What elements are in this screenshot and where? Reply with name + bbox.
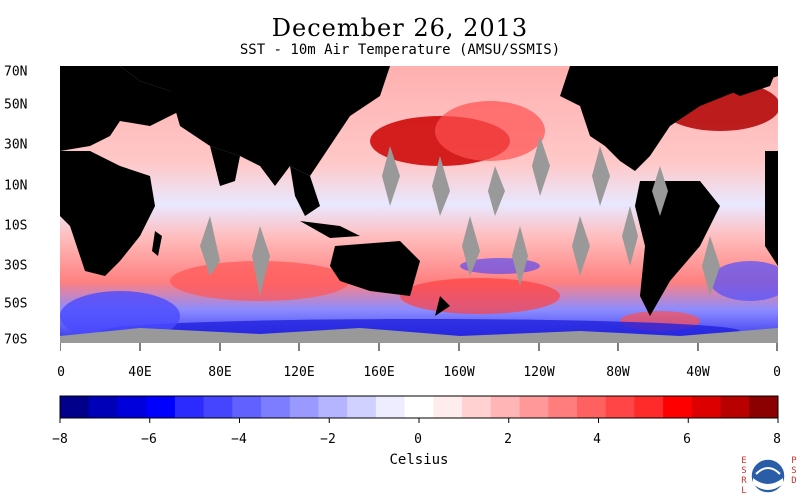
noaa-logo-icon <box>750 458 786 494</box>
cbar-label-neg8: −8 <box>52 432 68 447</box>
colorbar-swatch <box>462 396 492 418</box>
colorbar-swatch <box>174 396 205 418</box>
sst-anomaly-map <box>60 66 778 343</box>
esrl-label: ESRL <box>739 456 749 496</box>
cbar-label-2: 2 <box>504 432 512 447</box>
colorbar-swatch <box>261 396 291 418</box>
lat-label-50n: 50N <box>4 97 28 113</box>
map-svg <box>60 66 778 343</box>
colorbar-swatch <box>404 396 434 418</box>
lon-label-0: 0 <box>57 365 65 380</box>
lon-label-80e: 80E <box>208 365 232 380</box>
cbar-label-6: 6 <box>683 432 691 447</box>
colorbar <box>59 395 779 423</box>
lon-label-80w: 80W <box>606 365 630 380</box>
colorbar-swatch <box>203 396 233 418</box>
colorbar-swatch <box>375 396 406 418</box>
colorbar-swatch <box>691 396 722 418</box>
cbar-label-0: 0 <box>414 432 422 447</box>
lat-label-30n: 30N <box>4 137 28 153</box>
lon-label-40e: 40E <box>128 365 152 380</box>
map-title: December 26, 2013 <box>271 14 529 42</box>
europe-land <box>60 66 180 151</box>
antarctic-missing-data <box>60 328 778 343</box>
esrl-text: ESRL <box>738 456 749 500</box>
lat-label-70s: 70S <box>4 332 28 348</box>
colorbar-swatch <box>232 396 262 418</box>
colorbar-swatch <box>490 396 521 418</box>
colorbar-swatch <box>318 396 348 418</box>
colorbar-swatch <box>117 396 147 418</box>
lon-label-160w: 160W <box>443 365 475 380</box>
map-subtitle: SST - 10m Air Temperature (AMSU/SSMIS) <box>239 42 561 58</box>
colorbar-swatch <box>289 396 319 418</box>
africa-land <box>60 151 155 276</box>
colorbar-swatch <box>749 396 779 418</box>
colorbar-swatch <box>60 396 90 418</box>
asia-land <box>120 66 390 186</box>
psd-text: PSD <box>788 456 799 490</box>
indonesia-land <box>300 221 360 238</box>
cbar-label-neg6: −6 <box>141 432 157 447</box>
colorbar-swatch <box>347 396 377 418</box>
colorbar-unit-label: Celsius <box>389 452 449 468</box>
cbar-label-neg2: −2 <box>320 432 336 447</box>
lon-label-40w: 40W <box>686 365 710 380</box>
lat-label-10s: 10S <box>4 218 28 234</box>
lon-label-160e: 160E <box>363 365 395 380</box>
australia-land <box>330 241 420 296</box>
lon-label-0-end: 0 <box>773 365 781 380</box>
colorbar-swatch <box>88 396 118 418</box>
colorbar-swatch <box>519 396 549 418</box>
cbar-label-neg4: −4 <box>231 432 247 447</box>
lat-label-30s: 30S <box>4 258 28 274</box>
cbar-label-4: 4 <box>593 432 601 447</box>
colorbar-swatch <box>634 396 664 418</box>
colorbar-swatch <box>663 396 693 418</box>
colorbar-swatch <box>146 396 176 418</box>
cbar-label-8: 8 <box>773 432 781 447</box>
lon-label-120e: 120E <box>283 365 315 380</box>
lat-label-10n: 10N <box>4 178 28 194</box>
lon-label-120w: 120W <box>523 365 555 380</box>
colorbar-swatch <box>576 396 607 418</box>
north-america-land <box>560 66 778 171</box>
colorbar-swatch <box>605 396 635 418</box>
lat-label-50s: 50S <box>4 296 28 312</box>
psd-label: PSD <box>789 456 799 486</box>
south-america-land <box>635 181 720 316</box>
lon-ticks <box>60 343 778 351</box>
colorbar-swatch <box>548 396 578 418</box>
colorbar-swatch <box>433 396 463 418</box>
colorbar-swatch <box>720 396 750 418</box>
lat-label-70n: 70N <box>4 64 28 80</box>
